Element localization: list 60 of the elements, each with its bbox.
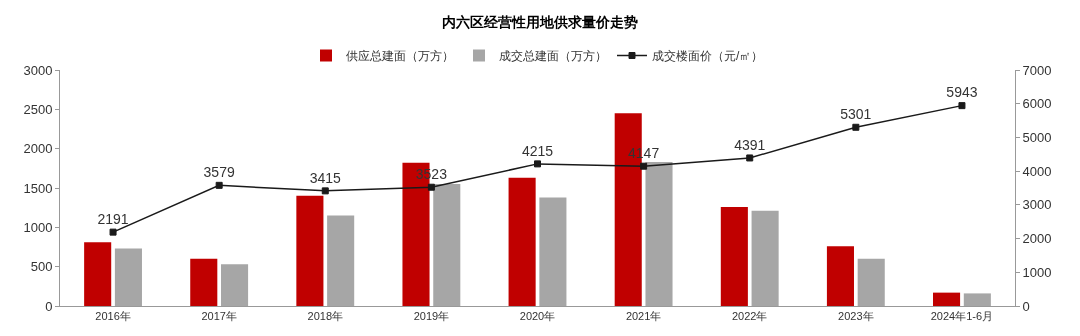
bar bbox=[114, 248, 142, 306]
chart-title: 内六区经营性用地供求量价走势 bbox=[442, 13, 638, 30]
x-tick-label: 2016年 bbox=[95, 310, 131, 323]
bar bbox=[720, 206, 748, 306]
data-label: 2191 bbox=[97, 210, 129, 227]
bar bbox=[826, 246, 854, 306]
point bbox=[109, 228, 117, 236]
x-tick-label: 2021年 bbox=[625, 310, 662, 323]
x-tick-label: 2017年 bbox=[201, 310, 237, 323]
bar bbox=[933, 292, 961, 306]
y2-tick-label: 0 bbox=[1022, 298, 1030, 314]
y-tick-label: 0 bbox=[45, 298, 53, 314]
bar bbox=[84, 242, 112, 306]
point bbox=[640, 162, 648, 170]
x-tick-label: 2019年 bbox=[413, 310, 450, 323]
legend-label: 成交总建面（万方） bbox=[499, 49, 607, 64]
x-tick-label: 2018年 bbox=[307, 310, 344, 323]
bar bbox=[190, 258, 218, 306]
point bbox=[958, 102, 966, 110]
y2-tick-label: 7000 bbox=[1022, 62, 1052, 78]
y-tick-label: 2000 bbox=[23, 141, 53, 157]
bar bbox=[433, 184, 461, 306]
data-label: 4215 bbox=[521, 142, 554, 159]
bar bbox=[645, 162, 673, 306]
point bbox=[215, 181, 223, 189]
y-tick-label: 500 bbox=[30, 259, 53, 275]
y2-tick-label: 1000 bbox=[1022, 264, 1052, 280]
data-label: 5943 bbox=[946, 84, 978, 101]
y2-tick-label: 4000 bbox=[1022, 163, 1052, 179]
bar bbox=[296, 195, 324, 306]
bar bbox=[751, 210, 779, 306]
point bbox=[746, 154, 754, 162]
bar bbox=[539, 197, 567, 306]
y-tick-label: 1500 bbox=[23, 180, 53, 196]
data-label: 4391 bbox=[734, 136, 766, 153]
y2-tick-label: 6000 bbox=[1022, 96, 1052, 112]
point bbox=[427, 183, 435, 191]
bar bbox=[221, 264, 249, 306]
data-label: 5301 bbox=[840, 106, 872, 123]
x-tick-label: 2023年 bbox=[838, 310, 874, 323]
bar bbox=[327, 215, 355, 306]
y2-tick-label: 2000 bbox=[1022, 231, 1052, 247]
legend-label: 供应总建面（万方） bbox=[346, 49, 454, 64]
bar bbox=[963, 293, 991, 306]
point bbox=[852, 123, 860, 131]
x-tick-label: 2022年 bbox=[731, 310, 768, 323]
y-tick-label: 2500 bbox=[23, 101, 53, 117]
y2-tick-label: 3000 bbox=[1022, 197, 1052, 213]
y-tick-label: 1000 bbox=[23, 219, 53, 235]
y2-tick-label: 5000 bbox=[1022, 129, 1052, 145]
x-tick-label: 2020年 bbox=[519, 310, 556, 323]
data-label: 3415 bbox=[309, 169, 342, 186]
bar bbox=[508, 177, 536, 306]
point bbox=[534, 160, 541, 168]
y-tick-label: 3000 bbox=[23, 62, 53, 78]
legend-label: 成交楼面价（元/㎡） bbox=[652, 49, 764, 64]
x-tick-label: 2024年1-6月 bbox=[930, 310, 994, 323]
point bbox=[321, 187, 329, 195]
data-label: 3579 bbox=[203, 164, 235, 181]
bar bbox=[857, 258, 885, 306]
